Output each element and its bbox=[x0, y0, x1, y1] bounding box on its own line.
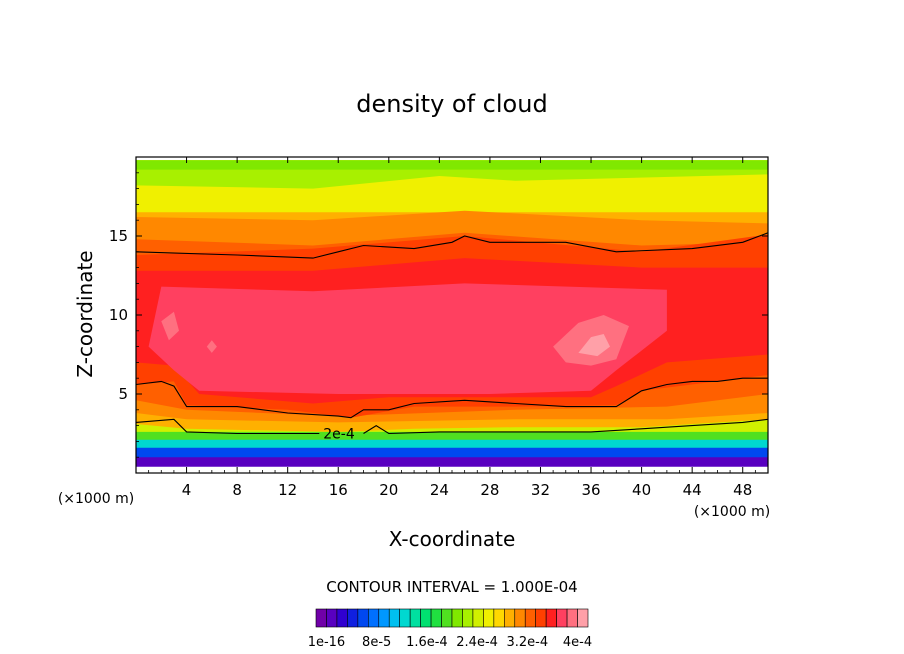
colorbar-tick-label: 2.4e-4 bbox=[456, 635, 498, 650]
colorbar-swatch bbox=[566, 608, 578, 628]
colorbar-swatch bbox=[545, 608, 557, 628]
x-tick-label: 16 bbox=[329, 481, 348, 499]
colorbar-swatch bbox=[315, 608, 327, 628]
contour-band-17 bbox=[161, 311, 179, 341]
contour-label: 2e-4 bbox=[323, 427, 355, 443]
chart-title: density of cloud bbox=[356, 90, 547, 118]
x-axis: 4 8 12 16 20 24 28 32 36 40 44 48 bbox=[148, 157, 756, 499]
colorbar-swatch bbox=[472, 608, 484, 628]
colorbar-swatch bbox=[420, 608, 432, 628]
x-tick-label: 48 bbox=[733, 481, 752, 499]
contour-band-16 bbox=[578, 334, 610, 357]
x-tick-label: 12 bbox=[278, 481, 297, 499]
colorbar-swatch bbox=[462, 608, 474, 628]
colorbar-labels: 1e-16 8e-5 1.6e-4 2.4e-4 3.2e-4 4e-4 bbox=[308, 635, 592, 650]
x-tick-label: 40 bbox=[632, 481, 651, 499]
x-tick-label: 4 bbox=[182, 481, 192, 499]
colorbar-tick-label: 1e-16 bbox=[308, 635, 346, 650]
colorbar-swatch bbox=[524, 608, 536, 628]
x-tick-label: 32 bbox=[531, 481, 550, 499]
colorbar-swatch bbox=[409, 608, 421, 628]
colorbar-swatch bbox=[326, 608, 338, 628]
colorbar-swatch bbox=[514, 608, 526, 628]
contour-interval-text: CONTOUR INTERVAL = 1.000E-04 bbox=[326, 578, 577, 596]
x-tick-label: 20 bbox=[379, 481, 398, 499]
y-tick-label: 5 bbox=[118, 385, 128, 403]
contour-line-3 bbox=[136, 418, 320, 435]
y-axis: 5 10 15 bbox=[109, 172, 768, 458]
heatmap-field bbox=[136, 157, 768, 473]
colorbar-swatch bbox=[430, 608, 442, 628]
colorbar-tick-label: 8e-5 bbox=[362, 635, 391, 650]
colorbar-swatch bbox=[368, 608, 380, 628]
colorbar bbox=[315, 608, 589, 628]
colorbar-tick-label: 4e-4 bbox=[563, 635, 592, 650]
colorbar-tick-label: 1.6e-4 bbox=[406, 635, 448, 650]
x-tick-label: 28 bbox=[480, 481, 499, 499]
contour-band-14 bbox=[148, 283, 667, 394]
colorbar-swatch bbox=[577, 608, 589, 628]
colorbar-swatch bbox=[535, 608, 547, 628]
contour-line-1 bbox=[136, 232, 768, 259]
colorbar-swatch bbox=[441, 608, 453, 628]
x-unit-label: (×1000 m) bbox=[694, 504, 770, 520]
contour-line-2 bbox=[136, 377, 768, 419]
colorbar-swatch bbox=[357, 608, 369, 628]
x-tick-label: 8 bbox=[232, 481, 242, 499]
colorbar-swatch bbox=[504, 608, 516, 628]
x-tick-label: 36 bbox=[581, 481, 600, 499]
contour-band-9 bbox=[136, 160, 768, 170]
colorbar-swatch bbox=[493, 608, 505, 628]
y-tick-label: 15 bbox=[109, 227, 128, 245]
contour-line-4 bbox=[363, 418, 768, 435]
y-axis-title: Z-coordinate bbox=[73, 250, 97, 377]
x-tick-label: 24 bbox=[430, 481, 449, 499]
colorbar-swatch bbox=[399, 608, 411, 628]
contour-lines: 2e-4 bbox=[136, 232, 768, 443]
colorbar-swatch bbox=[388, 608, 400, 628]
colorbar-swatch bbox=[483, 608, 495, 628]
colorbar-swatch bbox=[347, 608, 359, 628]
colorbar-swatch bbox=[378, 608, 390, 628]
colorbar-tick-label: 3.2e-4 bbox=[507, 635, 549, 650]
y-unit-label: (×1000 m) bbox=[58, 491, 134, 507]
colorbar-swatch bbox=[451, 608, 463, 628]
x-axis-title: X-coordinate bbox=[389, 527, 516, 551]
colorbar-swatch bbox=[336, 608, 348, 628]
x-tick-label: 44 bbox=[683, 481, 702, 499]
y-tick-label: 10 bbox=[109, 306, 128, 324]
colorbar-swatch bbox=[556, 608, 568, 628]
contour-band-18 bbox=[206, 340, 217, 353]
